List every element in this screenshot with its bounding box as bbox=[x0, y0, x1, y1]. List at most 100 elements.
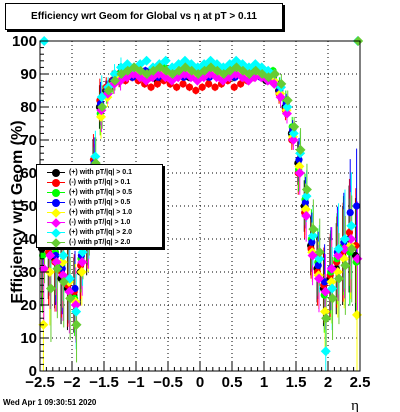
y-tick-label: 60 bbox=[20, 165, 37, 182]
data-point-with-pt-q-0-1 bbox=[211, 83, 219, 91]
data-point-with-pt-q-0-1 bbox=[147, 83, 155, 91]
data-point-with-pt-q-2-0 bbox=[141, 55, 152, 66]
x-tick-labels: −2.5 −2 −1.5 −1 −0.5 0 0.5 1 1.5 2 2.5 bbox=[25, 374, 370, 391]
x-tick-label: 1.5 bbox=[286, 374, 307, 391]
legend-diamond-marker bbox=[51, 238, 61, 248]
data-point-with-pt-q-2-0 bbox=[58, 250, 69, 261]
data-point-with-pt-q-1-0 bbox=[326, 263, 337, 274]
data-point-with-pt-q-0-1 bbox=[237, 80, 245, 88]
y-tick-label: 30 bbox=[20, 264, 37, 281]
data-point-with-pt-q-2-0 bbox=[71, 306, 82, 317]
data-point-with-pt-q-2-0 bbox=[276, 78, 287, 89]
data-point-with-pt-q-0-5 bbox=[321, 278, 329, 286]
legend-circle-marker bbox=[52, 179, 60, 187]
legend-entry: (+) with pT/|q| > 0.5 bbox=[37, 188, 162, 198]
data-point-with-pt-q-2-0 bbox=[327, 293, 338, 304]
legend-label: (+) with pT/|q| > 0.5 bbox=[69, 189, 133, 196]
y-tick-label: 10 bbox=[20, 330, 37, 347]
chart-title: Efficiency wrt Geom for Global vs η at p… bbox=[31, 11, 257, 22]
x-tick-label: −0.5 bbox=[153, 374, 183, 391]
data-point-with-pt-q-1-0 bbox=[57, 270, 68, 281]
legend-circle-marker bbox=[52, 169, 60, 177]
data-point-with-pt-q-2-0 bbox=[109, 75, 120, 86]
data-point-with-pt-q-2-0 bbox=[52, 263, 63, 274]
data-point-with-pt-q-1-0 bbox=[339, 243, 350, 254]
data-point-with-pt-q-1-0 bbox=[351, 309, 362, 320]
data-point-with-pt-q-2-0 bbox=[65, 293, 76, 304]
data-point-with-pt-q-1-0 bbox=[64, 286, 75, 297]
data-point-with-pt-q-0-1 bbox=[192, 86, 200, 95]
data-point-with-pt-q-2-0 bbox=[320, 346, 331, 357]
data-point-with-pt-q-0-1 bbox=[173, 83, 181, 91]
data-point-with-pt-q-1-0 bbox=[307, 250, 318, 261]
data-point-with-pt-q-2-0 bbox=[97, 102, 108, 112]
data-point-with-pt-q-2-0 bbox=[231, 55, 242, 66]
data-point-with-pt-q-1-0 bbox=[300, 204, 311, 215]
legend-entry: (+) with pT/|q| > 1.0 bbox=[37, 208, 162, 218]
y-tick-label: 50 bbox=[20, 198, 37, 215]
y-tick-label: 70 bbox=[20, 132, 37, 149]
data-point-with-pt-q-2-0 bbox=[327, 283, 338, 294]
data-point-with-pt-q-1-0 bbox=[326, 276, 337, 287]
legend-circle-marker bbox=[52, 199, 60, 207]
data-point-with-pt-q-1-0 bbox=[319, 306, 330, 317]
data-point-with-pt-q-2-0 bbox=[160, 55, 171, 66]
x-tick-label: −2 bbox=[63, 374, 80, 391]
data-point-with-pt-q-2-0 bbox=[346, 243, 357, 254]
data-point-with-pt-q-1-0 bbox=[95, 111, 106, 122]
data-point-with-pt-q-1-0 bbox=[38, 263, 49, 274]
data-point-with-pt-q-2-0 bbox=[90, 151, 101, 162]
data-point-with-pt-q-2-0 bbox=[58, 276, 69, 287]
data-point-with-pt-q-1-0 bbox=[313, 273, 324, 284]
data-point-with-pt-q-1-0 bbox=[76, 267, 87, 277]
legend-label: (-) with pT/|q| > 2.0 bbox=[69, 239, 131, 246]
data-point-with-pt-q-2-0 bbox=[289, 121, 300, 132]
data-point-with-pt-q-2-0 bbox=[269, 69, 280, 79]
data-point-with-pt-q-2-0 bbox=[314, 247, 325, 258]
legend-circle-marker bbox=[52, 189, 60, 197]
data-point-with-pt-q-1-0 bbox=[45, 250, 56, 261]
legend-label: (-) with pT/|q| > 0.1 bbox=[69, 179, 131, 186]
data-point-with-pt-q-2-0 bbox=[321, 313, 332, 324]
legend-diamond-marker bbox=[51, 218, 61, 228]
data-point-with-pt-q-2-0 bbox=[346, 220, 357, 231]
data-point-with-pt-q-0-1 bbox=[198, 83, 206, 91]
data-point-with-pt-q-1-0 bbox=[339, 253, 350, 264]
data-point-with-pt-q-1-0 bbox=[320, 286, 331, 297]
data-point-with-pt-q-1-0 bbox=[333, 250, 344, 261]
legend-label: (-) with pT/|q| > 1.0 bbox=[69, 219, 131, 226]
x-tick-label: −1 bbox=[127, 374, 144, 391]
y-tick-label: 20 bbox=[20, 297, 37, 314]
data-point-with-pt-q-1-0 bbox=[288, 135, 299, 145]
x-tick-label: 0 bbox=[196, 374, 204, 391]
data-point-with-pt-q-0-1 bbox=[230, 83, 238, 91]
data-point-with-pt-q-2-0 bbox=[340, 260, 351, 271]
data-point-with-pt-q-2-0 bbox=[282, 95, 293, 106]
x-tick-label: −2.5 bbox=[25, 374, 55, 391]
data-point-with-pt-q-2-0 bbox=[295, 144, 306, 155]
x-tick-label: 2.5 bbox=[350, 374, 371, 391]
timestamp: Wed Apr 1 09:30:51 2020 bbox=[3, 398, 97, 407]
data-point-with-pt-q-0-5 bbox=[295, 156, 303, 164]
y-axis-label: Efficiency wrt Geom (%) bbox=[9, 120, 26, 303]
data-point-with-pt-q-0-5 bbox=[346, 209, 354, 217]
data-point-with-pt-q-0-1 bbox=[179, 80, 187, 88]
data-point-with-pt-q-1-0 bbox=[275, 92, 286, 103]
data-point-with-pt-q-2-0 bbox=[109, 69, 120, 79]
legend-label: (+) with pT/|q| > 1.0 bbox=[69, 209, 133, 216]
x-tick-label: −1.5 bbox=[89, 374, 119, 391]
legend-label: (+) with pT/|q| > 0.1 bbox=[69, 169, 133, 176]
x-axis-label: η bbox=[351, 398, 359, 412]
data-point-with-pt-q-2-0 bbox=[288, 128, 299, 139]
x-tick-label: 1 bbox=[260, 374, 268, 391]
data-point-with-pt-q-2-0 bbox=[77, 247, 88, 258]
data-point-with-pt-q-2-0 bbox=[103, 85, 114, 96]
data-point-with-pt-q-0-5 bbox=[308, 238, 316, 246]
legend-entry: (-) with pT/|q| > 1.0 bbox=[37, 218, 162, 228]
data-point-with-pt-q-1-0 bbox=[301, 210, 312, 221]
data-point-with-pt-q-1-0 bbox=[70, 300, 81, 310]
data-point-with-pt-q-2-0 bbox=[339, 234, 350, 244]
data-point-with-pt-q-0-1 bbox=[185, 83, 194, 91]
data-point-with-pt-q-0-5 bbox=[353, 202, 361, 210]
data-point-with-pt-q-1-0 bbox=[281, 108, 292, 119]
